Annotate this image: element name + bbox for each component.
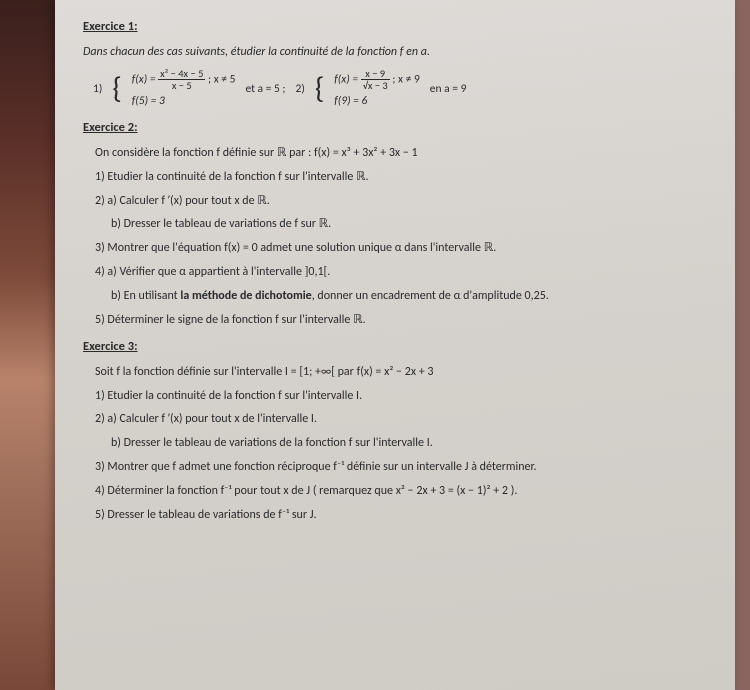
ex2-q1: 1) Etudier la continuité de la fonction … — [95, 169, 707, 186]
brace-icon: { — [315, 74, 324, 104]
ex3-q1: 1) Etudier la continuité de la fonction … — [95, 388, 707, 405]
ex3-title: Exercice 3: — [83, 338, 707, 356]
ex1-c2-cond: ; x ≠ 9 — [392, 73, 419, 87]
ex3-q4: 4) Déterminer la fonction f⁻¹ pour tout … — [95, 483, 707, 500]
brace-icon: { — [112, 74, 121, 104]
ex1-case2-num: 2) — [296, 81, 305, 97]
ex1-title: Exercice 1: — [83, 18, 707, 36]
ex1-case2-body: f(x) = x − 9 √x − 3 ; x ≠ 9 f(9) = 6 — [334, 68, 420, 109]
ex1-case2-line1: f(x) = x − 9 √x − 3 ; x ≠ 9 — [334, 68, 420, 91]
ex1-c2-frac-den: √x − 3 — [361, 80, 390, 91]
ex1-en: en a = 9 — [430, 81, 467, 97]
ex3-q2b: b) Dresser le tableau de variations de l… — [111, 435, 707, 452]
ex2-title: Exercice 2: — [83, 119, 707, 137]
ex2-q2b: b) Dresser le tableau de variations de f… — [111, 216, 707, 233]
ex1-c1-frac: x² − 4x − 5 x − 5 — [158, 68, 205, 91]
ex1-c1-cond: ; x ≠ 5 — [208, 73, 235, 87]
ex3-q5: 5) Dresser le tableau de variations de f… — [95, 507, 707, 524]
ex1-intro-text: Dans chacun des cas suivants, étudier la… — [83, 45, 430, 59]
ex1-c1-pre: f(x) = — [132, 73, 158, 87]
ex1-cases-row: 1) { f(x) = x² − 4x − 5 x − 5 ; x ≠ 5 f(… — [93, 68, 707, 109]
ex1-intro: Dans chacun des cas suivants, étudier la… — [83, 44, 707, 61]
ex2-q3: 3) Montrer que l'équation f(x) = 0 admet… — [95, 240, 707, 257]
ex1-c2-line2: f(9) = 6 — [334, 93, 420, 109]
ex1-et: et a = 5 ; — [245, 81, 285, 97]
ex2-q4b-post: , donner un encadrement de α d'amplitude… — [312, 289, 549, 303]
ex2-q5: 5) Déterminer le signe de la fonction f … — [95, 312, 707, 329]
ex2-intro: On considère la fonction f définie sur ℝ… — [95, 145, 707, 162]
ex1-c2-pre: f(x) = — [334, 73, 360, 87]
ex2-q4b: b) En utilisant la méthode de dichotomie… — [111, 288, 707, 305]
ex2-q2a: 2) a) Calculer f ′(x) pour tout x de ℝ. — [95, 193, 707, 210]
ex3-q3: 3) Montrer que f admet une fonction réci… — [95, 459, 707, 476]
photo-background-left — [0, 0, 55, 690]
ex3-intro: Soit f la fonction définie sur l'interva… — [95, 364, 707, 381]
exercise-sheet: Exercice 1: Dans chacun des cas suivants… — [55, 0, 735, 690]
ex2-q4a: 4) a) Vérifier que α appartient à l'inte… — [95, 264, 707, 281]
ex1-case1-line1: f(x) = x² − 4x − 5 x − 5 ; x ≠ 5 — [132, 68, 236, 91]
ex1-c2-frac: x − 9 √x − 3 — [361, 68, 390, 91]
ex1-c1-frac-den: x − 5 — [158, 80, 205, 91]
ex2-q4b-bold: la méthode de dichotomie — [180, 289, 311, 303]
ex3-q2a: 2) a) Calculer f ′(x) pour tout x de l'i… — [95, 411, 707, 428]
ex2-q4b-pre: b) En utilisant — [111, 289, 180, 303]
ex1-case1-body: f(x) = x² − 4x − 5 x − 5 ; x ≠ 5 f(5) = … — [132, 68, 236, 109]
ex1-c1-line2: f(5) = 3 — [132, 93, 236, 109]
ex1-case1-num: 1) — [93, 81, 102, 97]
